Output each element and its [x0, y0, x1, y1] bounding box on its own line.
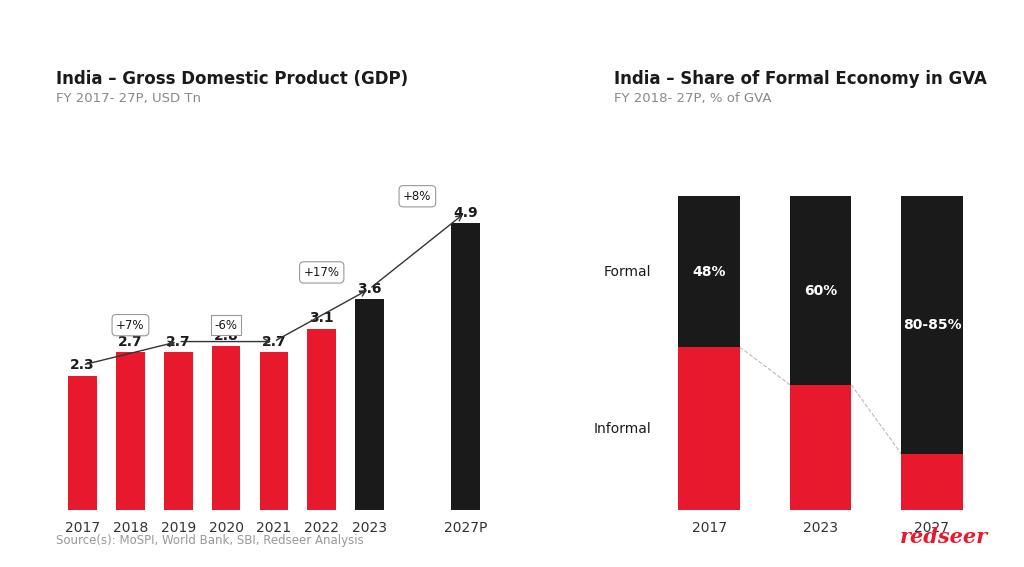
Bar	[116, 352, 144, 510]
Bar	[790, 196, 851, 385]
Text: FY 2017- 27P, USD Tn: FY 2017- 27P, USD Tn	[56, 92, 202, 105]
Text: 3.6: 3.6	[357, 282, 382, 296]
Text: 48%: 48%	[692, 265, 726, 279]
Bar	[259, 352, 288, 510]
Text: Informal: Informal	[594, 422, 651, 435]
Bar	[679, 347, 739, 510]
Bar	[790, 385, 851, 510]
Text: 2.7: 2.7	[166, 335, 190, 349]
Bar	[212, 346, 241, 510]
Text: redseer: redseer	[900, 527, 988, 547]
Bar	[901, 196, 963, 454]
Text: -6%: -6%	[215, 319, 238, 332]
Bar	[679, 196, 739, 347]
Text: +7%: +7%	[116, 319, 144, 332]
Bar	[355, 299, 384, 510]
Text: India – Share of Formal Economy in GVA: India – Share of Formal Economy in GVA	[614, 70, 987, 88]
Text: FY 2018- 27P, % of GVA: FY 2018- 27P, % of GVA	[614, 92, 772, 105]
Text: 60%: 60%	[804, 284, 838, 298]
Text: 2.8: 2.8	[214, 329, 239, 342]
Text: 4.9: 4.9	[453, 206, 477, 219]
Bar	[307, 329, 336, 510]
Bar	[69, 375, 97, 510]
Text: 2.7: 2.7	[261, 335, 287, 349]
Text: Formal: Formal	[604, 265, 651, 279]
Text: 3.1: 3.1	[309, 311, 334, 325]
Bar	[164, 352, 193, 510]
Text: Source(s): MoSPI, World Bank, SBI, Redseer Analysis: Source(s): MoSPI, World Bank, SBI, Redse…	[56, 534, 365, 547]
Text: 2.7: 2.7	[118, 335, 142, 349]
Bar	[451, 223, 479, 510]
Text: India – Gross Domestic Product (GDP): India – Gross Domestic Product (GDP)	[56, 70, 409, 88]
Text: 2.3: 2.3	[71, 358, 95, 372]
Text: 80-85%: 80-85%	[903, 318, 962, 332]
Text: +8%: +8%	[403, 190, 431, 203]
Text: +17%: +17%	[304, 266, 340, 279]
Bar	[901, 454, 963, 510]
